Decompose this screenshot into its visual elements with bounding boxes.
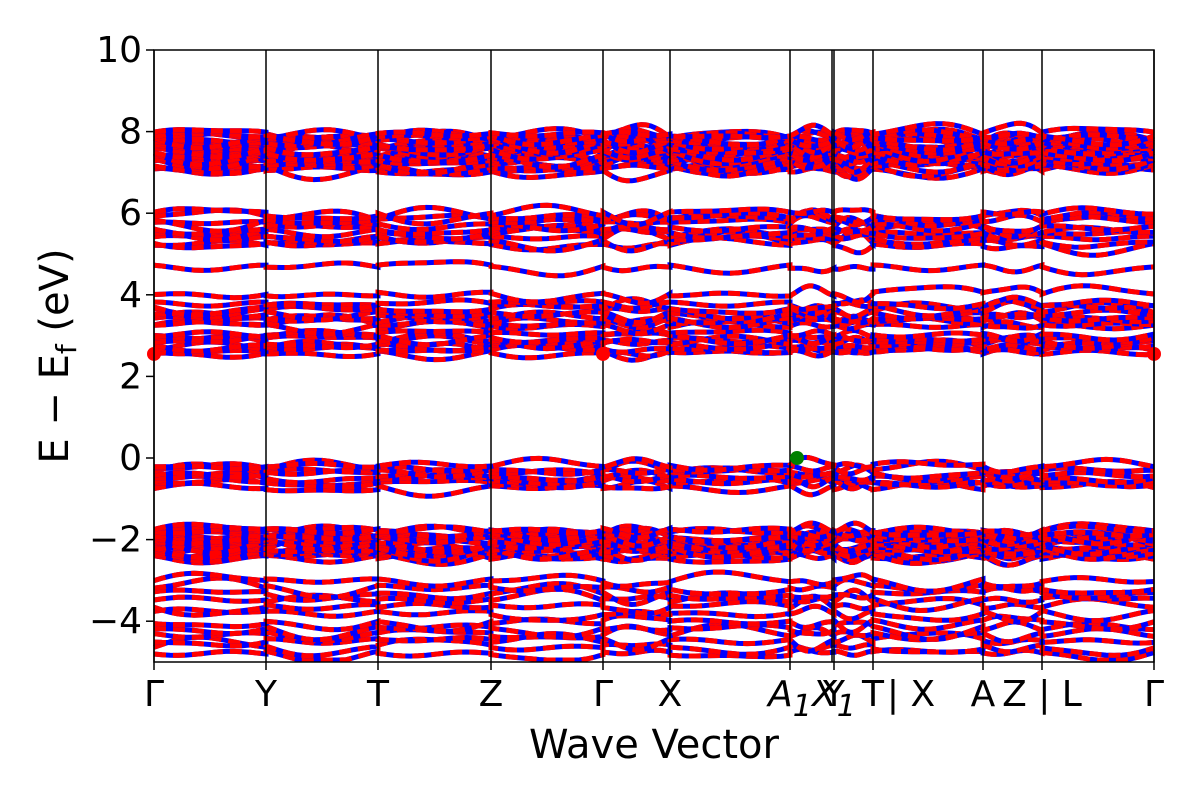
- band-edge-markers: [147, 346, 1161, 465]
- band-line-spin-up: [153, 283, 1155, 306]
- band-line-spin-up: [153, 520, 1155, 541]
- y-tick-label: −4: [89, 601, 142, 642]
- k-point-label: X: [658, 674, 683, 715]
- cbm-marker: [596, 346, 610, 361]
- band-line-spin-up: [153, 581, 1154, 608]
- y-tick-label: −2: [89, 520, 142, 561]
- band-line-spin-up: [153, 325, 1155, 344]
- k-point-label: X1: [810, 674, 856, 724]
- plot-frame: [153, 49, 1155, 663]
- k-point-label: Γ: [1144, 674, 1164, 715]
- band-line-spin-up: [153, 223, 1155, 243]
- k-point-label: T: [861, 674, 885, 715]
- band-line-spin-up: [153, 120, 1155, 147]
- y-tick-label: 6: [119, 193, 142, 234]
- k-point-label: A1: [766, 674, 812, 724]
- band-line-spin-up: [153, 470, 1155, 492]
- band-line-spin-up: [154, 470, 1155, 490]
- band-line-spin-up: [153, 593, 1155, 618]
- band-lines: [153, 120, 1155, 663]
- band-line-spin-up: [153, 478, 1155, 499]
- y-tick-label: 0: [119, 438, 142, 479]
- x-axis-title: Wave Vector: [529, 722, 780, 768]
- band-line-spin-up: [153, 259, 1155, 279]
- vbm-marker: [790, 451, 804, 465]
- y-tick-label: 10: [96, 30, 142, 71]
- band-line-spin-up: [153, 523, 1155, 545]
- y-axis-ticks: −4 −2 0 2 4 6 8 10: [89, 30, 154, 642]
- k-point-label: Γ: [593, 674, 613, 715]
- k-point-label: Z | L: [1002, 674, 1082, 715]
- band-line-spin-up: [153, 569, 1155, 594]
- band-line-spin-up: [153, 613, 1155, 635]
- y-tick-label: 8: [119, 112, 142, 153]
- y-tick-label: 4: [119, 275, 142, 316]
- k-point-label: Z: [479, 674, 504, 715]
- k-point-label: | X: [887, 674, 935, 715]
- y-tick-label: 2: [119, 356, 142, 397]
- band-line-spin-up: [153, 127, 1155, 148]
- band-line-spin-up: [153, 634, 1155, 659]
- band-line-spin-up: [153, 630, 1155, 654]
- k-point-label: Γ: [144, 674, 164, 715]
- k-point-label: A: [971, 674, 996, 715]
- band-line-spin-up: [153, 294, 1155, 312]
- k-point-label: T: [366, 674, 390, 715]
- band-line-spin-up: [153, 333, 1155, 352]
- k-point-label: Y: [254, 674, 278, 715]
- k-point-label: Y: [822, 674, 846, 715]
- band-line-spin-up: [153, 619, 1155, 643]
- band-line-spin-up: [153, 296, 1155, 319]
- y-axis-title: E − Ef (eV): [32, 248, 83, 463]
- band-line-spin-up: [154, 454, 1155, 475]
- band-line-spin-up: [153, 603, 1155, 625]
- band-line-spin-up: [153, 202, 1155, 228]
